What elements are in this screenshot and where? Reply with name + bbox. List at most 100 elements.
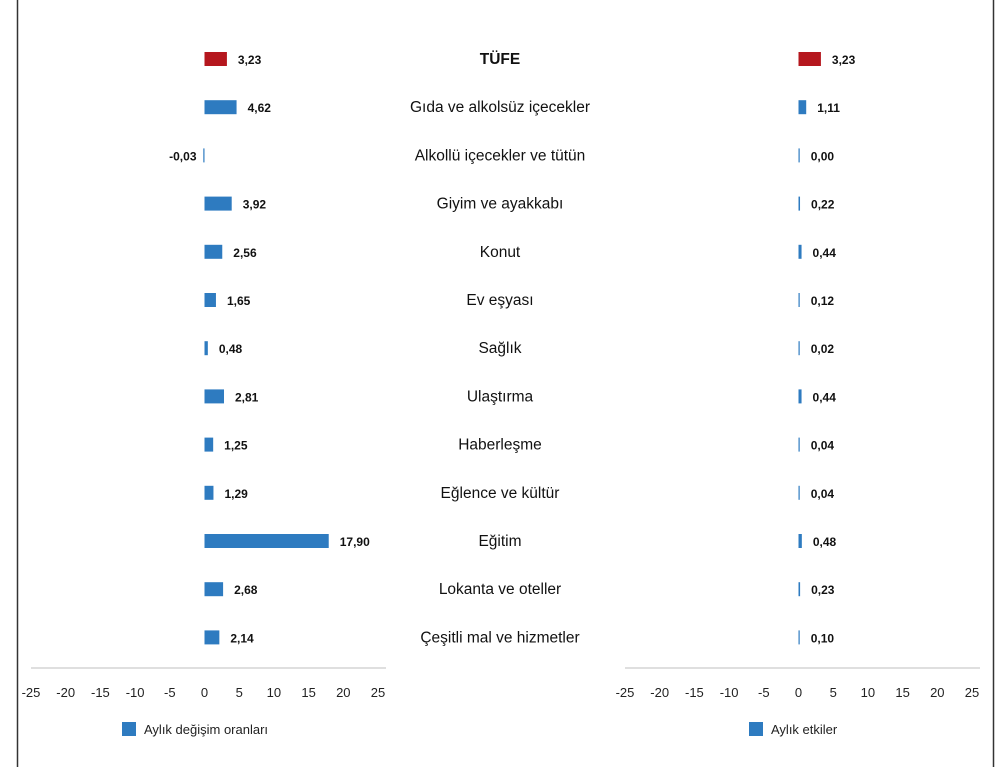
category-label: Ev eşyası: [466, 292, 533, 309]
category-label: Çeşitli mal ve hizmetler: [420, 629, 579, 646]
left-bar: [204, 437, 214, 452]
left-value-label: 1,25: [224, 439, 248, 453]
left-value-label: 2,14: [230, 631, 254, 645]
right-value-label: 0,02: [811, 342, 835, 356]
right-bar: [798, 534, 802, 548]
right-bar: [798, 582, 801, 597]
left-value-label: 1,65: [227, 294, 251, 308]
left-tick-label: -10: [126, 685, 145, 700]
left-bar: [204, 582, 224, 597]
left-bar: [204, 341, 208, 356]
category-label: Eğlence ve kültür: [441, 485, 560, 502]
right-bar: [798, 293, 800, 307]
left-bar: [204, 244, 223, 259]
right-tick-label: -25: [616, 685, 635, 700]
right-value-label: 0,48: [813, 535, 837, 549]
right-tick-label: -15: [685, 685, 704, 700]
right-tick-label: 5: [830, 685, 837, 700]
right-legend-swatch: [749, 722, 763, 736]
category-label: Alkollü içecekler ve tütün: [415, 147, 586, 164]
left-value-label: 1,29: [224, 487, 248, 501]
right-tick-label: 20: [930, 685, 944, 700]
left-bar: [204, 389, 225, 404]
left-tick-label: 5: [236, 685, 243, 700]
category-label: Lokanta ve oteller: [439, 581, 561, 598]
right-value-label: 0,10: [811, 631, 835, 645]
left-bar: [204, 485, 214, 500]
right-value-label: 0,23: [811, 583, 835, 597]
right-bar: [798, 148, 800, 163]
category-label: Haberleşme: [458, 437, 542, 454]
right-tick-label: -5: [758, 685, 770, 700]
right-value-label: 3,23: [832, 53, 856, 67]
right-value-label: 0,22: [811, 198, 835, 212]
left-value-labels-group: 3,23 4,62 -0,03 3,92 2,56 1,65 0,48 2,81 1,25 1,2…: [169, 53, 370, 645]
category-label: Giyim ve ayakkabı: [437, 196, 564, 213]
right-bar: [798, 244, 802, 259]
right-value-label: 0,12: [811, 294, 835, 308]
left-bars-group: [203, 52, 329, 645]
left-value-label: 17,90: [340, 535, 370, 549]
left-value-label: 2,56: [233, 246, 257, 260]
left-legend-label: Aylık değişim oranları: [144, 722, 268, 737]
right-value-label: 1,11: [817, 101, 840, 115]
category-label: Konut: [480, 244, 521, 261]
right-legend: Aylık etkiler: [749, 722, 838, 737]
right-value-label: 0,04: [811, 487, 835, 501]
left-tick-label: -20: [56, 685, 75, 700]
right-legend-label: Aylık etkiler: [771, 722, 838, 737]
category-label: Eğitim: [478, 533, 521, 550]
left-tick-label: 10: [267, 685, 281, 700]
category-label: Gıda ve alkolsüz içecekler: [410, 99, 590, 116]
right-bar: [798, 485, 800, 500]
left-value-label: 0,48: [219, 342, 243, 356]
left-bar: [204, 534, 329, 548]
right-chart-monthly-contribution: 3,23 1,11 0,00 0,22 0,44 0,12 0,02 0,44 0,04 0,04…: [616, 52, 980, 737]
left-value-label: 4,62: [248, 101, 272, 115]
left-value-label: 3,92: [243, 198, 267, 212]
category-label: Sağlık: [478, 340, 521, 357]
left-value-label: 2,81: [235, 390, 259, 404]
right-bar: [798, 630, 800, 645]
left-value-label: -0,03: [169, 149, 197, 163]
left-tick-label: 20: [336, 685, 350, 700]
left-bar: [204, 100, 237, 115]
right-value-label: 0,44: [813, 390, 837, 404]
right-value-label: 0,00: [811, 149, 835, 163]
right-bar: [798, 389, 802, 404]
category-label: Ulaştırma: [467, 388, 534, 405]
category-label: TÜFE: [480, 51, 520, 68]
left-tick-label: 15: [301, 685, 315, 700]
right-tick-label: -10: [720, 685, 739, 700]
left-tick-label: 25: [371, 685, 385, 700]
left-legend-swatch: [122, 722, 136, 736]
right-bar: [798, 52, 821, 66]
right-value-label: 0,44: [813, 246, 837, 260]
left-value-label: 2,68: [234, 583, 258, 597]
left-tick-label: -5: [164, 685, 176, 700]
right-tick-label: 15: [895, 685, 909, 700]
right-tick-label: -20: [650, 685, 669, 700]
left-chart-monthly-change: 3,23 4,62 -0,03 3,92 2,56 1,65 0,48 2,81 1,25 1,2…: [22, 52, 386, 737]
left-tick-label: -15: [91, 685, 110, 700]
right-bar: [798, 196, 801, 211]
right-value-labels-group: 3,23 1,11 0,00 0,22 0,44 0,12 0,02 0,44 0,04 0,04…: [811, 53, 856, 645]
left-legend: Aylık değişim oranları: [122, 722, 268, 737]
left-bar: [204, 52, 227, 66]
left-tick-label: -25: [22, 685, 41, 700]
right-tick-labels-group: -25 -20 -15 -10 -5 0 5 10 15 20 25: [616, 685, 980, 700]
right-bar: [798, 341, 800, 356]
right-tick-label: 0: [795, 685, 802, 700]
left-bar: [204, 630, 220, 645]
right-bar: [798, 437, 800, 452]
left-value-label: 3,23: [238, 53, 262, 67]
left-tick-labels-group: -25 -20 -15 -10 -5 0 5 10 15 20 25: [22, 685, 386, 700]
right-bar: [798, 100, 807, 115]
left-bar: [203, 148, 205, 163]
category-labels-group: TÜFE Gıda ve alkolsüz içecekler Alkollü iç…: [410, 51, 590, 646]
right-tick-label: 25: [965, 685, 979, 700]
right-bars-group: [798, 52, 821, 645]
left-bar: [204, 196, 232, 211]
right-value-label: 0,04: [811, 439, 835, 453]
